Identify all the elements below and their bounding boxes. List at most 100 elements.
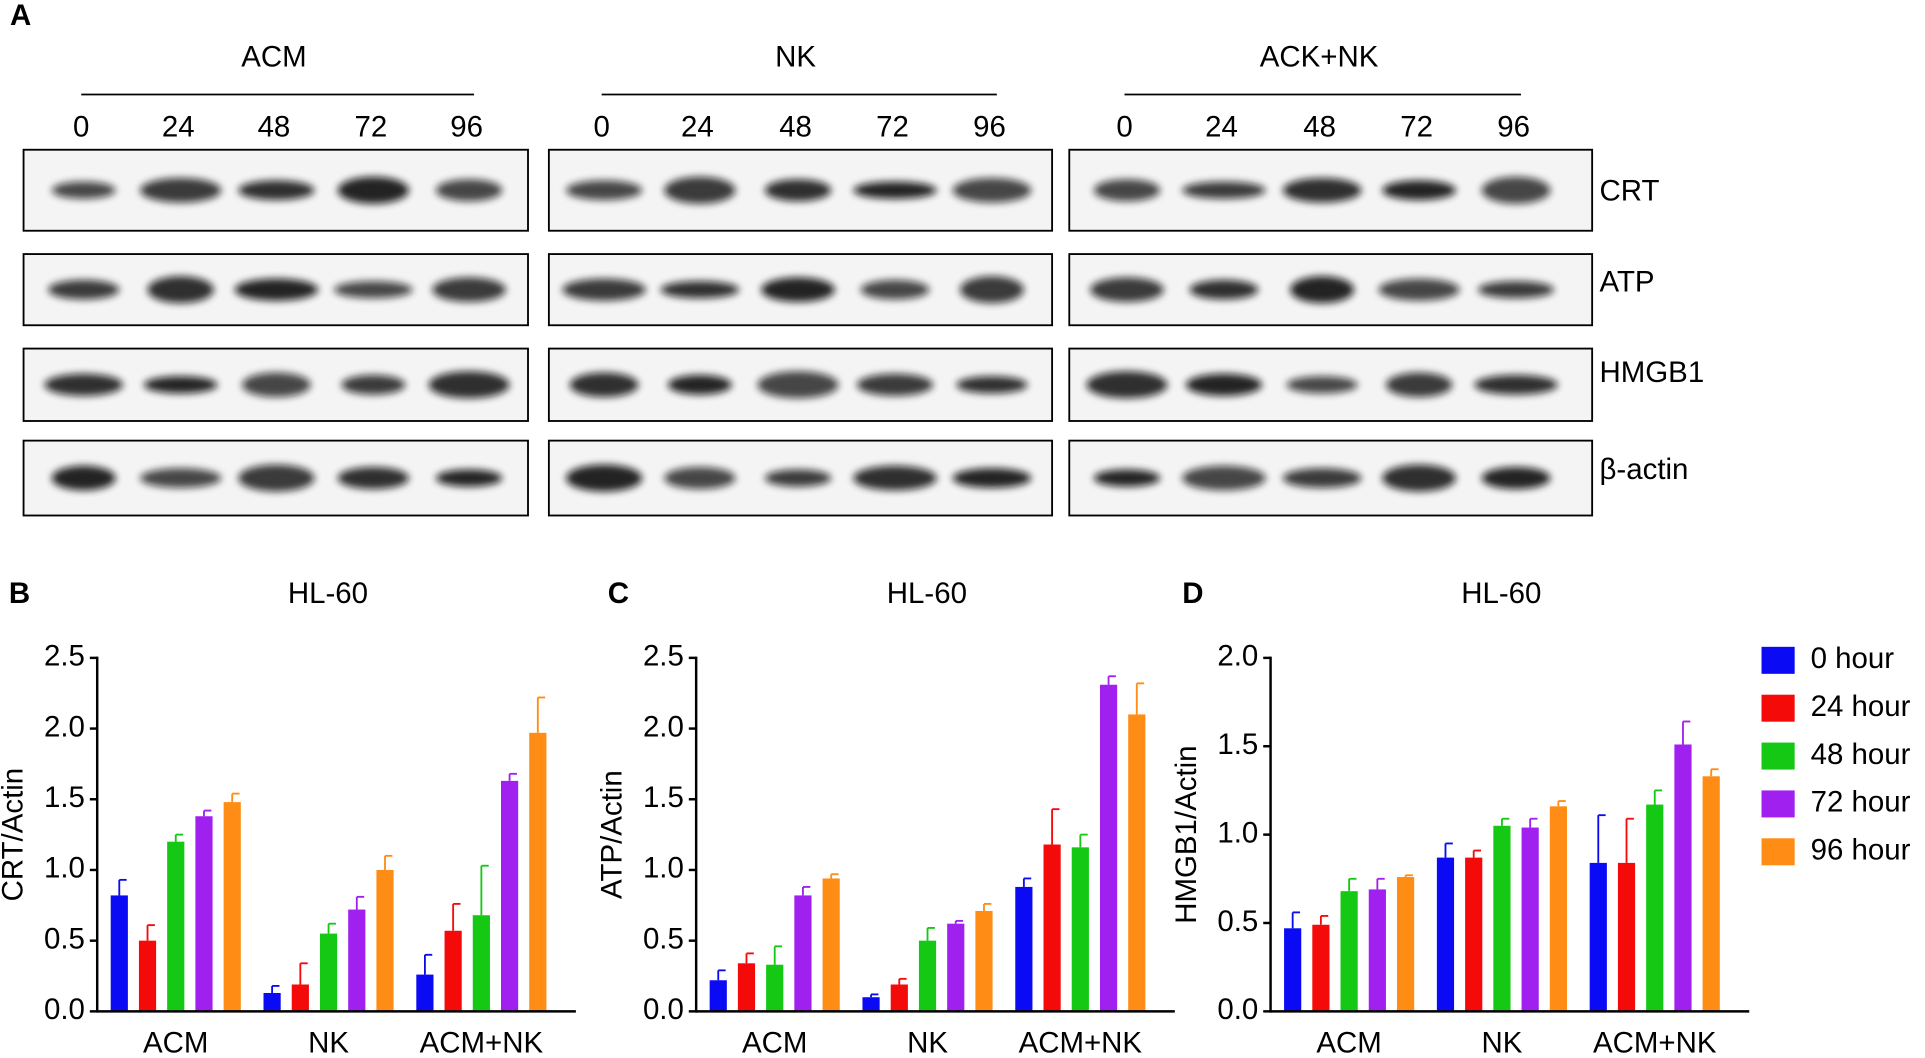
bar [1465, 857, 1483, 1012]
panel-letter: A [10, 0, 31, 32]
bar [1284, 928, 1302, 1012]
row-label: β-actin [1600, 453, 1689, 486]
y-tick-label: 2.0 [1217, 640, 1258, 673]
blot-band [562, 278, 646, 301]
bar [291, 984, 309, 1012]
lane-label: 48 [1303, 111, 1336, 144]
x-tick-label: ACM [742, 1026, 807, 1058]
legend-swatch [1761, 790, 1795, 818]
blot-band [660, 281, 740, 299]
bar [918, 940, 937, 1012]
bar [1099, 684, 1118, 1012]
blot-band [761, 277, 835, 302]
blot-band [853, 181, 937, 199]
bar [1368, 889, 1386, 1012]
blot-band [764, 469, 832, 487]
lane-label: 96 [1497, 111, 1530, 144]
blot-band [569, 372, 639, 398]
row-label: CRT [1600, 174, 1660, 207]
blot-band [952, 468, 1032, 488]
blot-band [51, 465, 116, 491]
blot-band [44, 373, 123, 396]
blot-band [1481, 176, 1551, 204]
blot-band [952, 177, 1032, 203]
blot-band [51, 181, 116, 199]
y-tick-label: 1.0 [44, 852, 85, 885]
blot-band [1378, 278, 1460, 301]
y-axis-title: ATP/Actin [596, 770, 629, 899]
x-tick-label: ACM [143, 1026, 208, 1058]
legend-swatch [1761, 838, 1795, 866]
legend-swatch [1761, 646, 1795, 674]
blot-band [435, 469, 503, 487]
blot-band [337, 176, 409, 204]
y-tick-label: 2.0 [44, 710, 85, 743]
y-tick-label: 1.5 [643, 781, 684, 814]
x-tick-label: ACM+NK [1593, 1026, 1717, 1058]
lane-label: 48 [258, 111, 291, 144]
blot-band [1474, 374, 1558, 395]
bar [766, 964, 784, 1012]
blot-band [234, 278, 319, 301]
x-tick-label: NK [907, 1026, 948, 1058]
blot-band [1282, 468, 1362, 488]
blot-band [143, 376, 218, 394]
group-title: NK [775, 41, 816, 74]
bar [1436, 857, 1455, 1012]
bar [709, 980, 727, 1012]
blot-band [140, 468, 222, 488]
group-title: ACK+NK [1260, 41, 1379, 74]
y-tick-label: 1.0 [1217, 816, 1258, 849]
chart-title: HL-60 [288, 577, 368, 610]
x-tick-label: ACM+NK [420, 1026, 544, 1058]
bar [138, 940, 157, 1012]
lane-label: 96 [450, 111, 483, 144]
blot-band [1093, 179, 1161, 202]
lane-label: 0 [73, 111, 89, 144]
panel-letter: D [1182, 577, 1203, 610]
blot-band [334, 281, 413, 299]
panel-letter: B [9, 577, 30, 610]
bar [195, 816, 213, 1012]
bar [501, 780, 519, 1012]
legend-swatch [1761, 742, 1795, 770]
blot-band [337, 467, 409, 490]
chart-title: HL-60 [887, 577, 967, 610]
y-tick-label: 0.0 [1217, 993, 1258, 1026]
blot-band [856, 373, 934, 396]
blot-band [1382, 180, 1456, 201]
blot-band [664, 467, 736, 490]
row-label: ATP [1600, 265, 1655, 298]
bar [737, 963, 756, 1012]
bar [167, 841, 185, 1012]
panel-letter: C [608, 577, 629, 610]
blot-band [853, 465, 937, 491]
bar [1015, 886, 1033, 1012]
bar [110, 895, 128, 1012]
bar [1674, 744, 1692, 1012]
legend-swatch [1761, 694, 1795, 722]
bar [1702, 776, 1720, 1012]
y-tick-label: 2.5 [643, 640, 684, 673]
blot-band [757, 371, 839, 399]
bar [319, 933, 338, 1012]
bar [348, 909, 366, 1012]
bar [472, 915, 490, 1012]
bar [1312, 924, 1330, 1012]
y-tick-label: 1.5 [44, 781, 85, 814]
bar [263, 992, 281, 1012]
blot-band [1182, 181, 1266, 199]
blot-band [242, 372, 311, 398]
blot-band [341, 374, 406, 395]
bar [1521, 827, 1539, 1012]
bar [1617, 862, 1636, 1012]
blot-band [1286, 376, 1358, 394]
bar [444, 930, 462, 1012]
lane-label: 96 [973, 111, 1006, 144]
y-tick-label: 0.0 [643, 993, 684, 1026]
lane-label: 24 [162, 111, 195, 144]
bar [1549, 806, 1567, 1012]
y-tick-label: 2.0 [643, 710, 684, 743]
